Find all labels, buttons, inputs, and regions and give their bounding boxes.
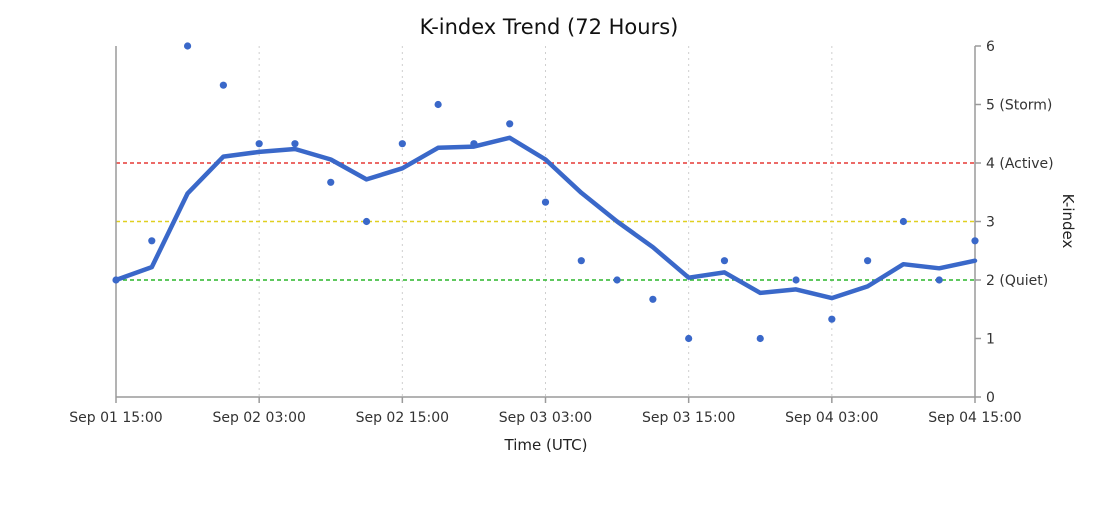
x-ticks: Sep 01 15:00 Sep 02 03:00 Sep 02 15:00 Sep … (69, 397, 1022, 426)
series-layer (112, 42, 979, 343)
data-point (506, 120, 514, 128)
data-point (362, 217, 371, 226)
y-tick-label: 4 (Active) (986, 156, 1054, 172)
data-point (685, 334, 693, 343)
x-axis-title: Time (UTC) (504, 436, 588, 454)
x-tick-label: Sep 04 15:00 (928, 410, 1021, 426)
data-point (470, 140, 478, 148)
data-point (720, 257, 729, 265)
data-point (219, 81, 227, 89)
y-tick-label: 0 (986, 390, 995, 406)
x-tick-label: Sep 03 15:00 (642, 410, 735, 426)
data-point (899, 217, 908, 226)
x-tick-label: Sep 02 03:00 (212, 410, 305, 426)
x-tick-label: Sep 04 03:00 (785, 410, 878, 426)
chart-title: K-index Trend (72 Hours) (420, 15, 679, 39)
data-point (434, 100, 442, 109)
y-tick-label: 1 (986, 332, 995, 348)
data-point (792, 276, 800, 284)
y-axis-title: K-index (1059, 194, 1077, 249)
data-point (148, 237, 156, 245)
y-ticks: 0 1 2 (Quiet) 3 4 (Active) 5 (Storm) 6 (975, 39, 1054, 406)
y-tick-label: 5 (Storm) (986, 98, 1052, 114)
threshold-lines (116, 162, 975, 281)
data-point (327, 178, 335, 186)
data-point (756, 334, 764, 343)
data-point (971, 237, 979, 245)
data-point (613, 276, 621, 284)
data-point (577, 257, 585, 265)
data-point (935, 276, 943, 284)
data-point (255, 140, 263, 148)
data-point (291, 140, 299, 148)
y-tick-label: 3 (986, 215, 995, 231)
y-tick-label: 2 (Quiet) (986, 273, 1048, 289)
x-tick-label: Sep 02 15:00 (356, 410, 449, 426)
smoothed-line (113, 135, 978, 301)
data-point (398, 140, 406, 148)
x-tick-label: Sep 03 03:00 (499, 410, 592, 426)
data-point (541, 198, 550, 206)
data-point (828, 315, 836, 323)
data-point (112, 276, 120, 284)
data-point (183, 42, 192, 50)
x-tick-label: Sep 01 15:00 (69, 410, 162, 426)
data-point (864, 257, 872, 265)
y-tick-label: 6 (986, 39, 995, 55)
data-point (649, 295, 657, 303)
